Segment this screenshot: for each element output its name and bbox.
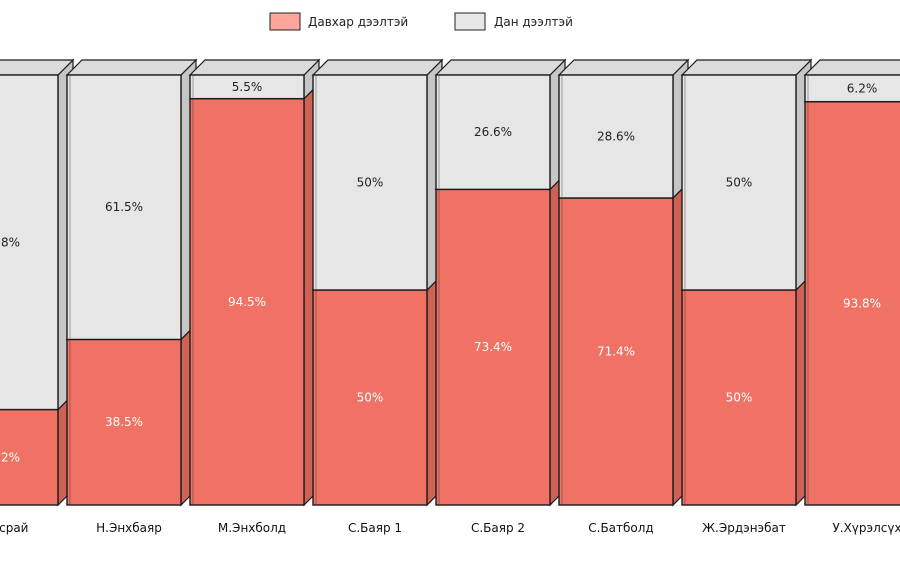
data-label: 94.5% bbox=[228, 295, 266, 309]
category-label: М.Энхболд bbox=[218, 521, 286, 535]
bar-top-single bbox=[311, 59, 444, 76]
legend-item-single[interactable]: Дан дээлтэй bbox=[454, 12, 573, 31]
legend-label-single: Дан дээлтэй bbox=[494, 15, 573, 29]
bar-group[interactable]: 73.4% 26.6% bbox=[434, 58, 567, 507]
data-label: 50% bbox=[726, 176, 753, 190]
bar-group[interactable]: 38.5% 61.5% bbox=[65, 58, 198, 507]
category-label: Н.Энхбаяр bbox=[96, 521, 162, 535]
bars: 22.2% 77.8% 38.5% 61.5% 94.5% 5.5% 50% 50% 73.4%… bbox=[0, 58, 900, 507]
data-label: 93.8% bbox=[843, 296, 881, 310]
data-label: 73.4% bbox=[474, 340, 512, 354]
data-label: 22.2% bbox=[0, 450, 20, 464]
bar-group[interactable]: 93.8% 6.2% bbox=[803, 59, 900, 506]
bar-segment-single[interactable] bbox=[66, 74, 182, 341]
category-label: У.Хүрэлсүх bbox=[832, 521, 900, 535]
legend-label-double: Давхар дээлтэй bbox=[308, 15, 408, 29]
bar-segment-single[interactable] bbox=[558, 74, 674, 199]
bar-group[interactable]: 50% 50% bbox=[680, 58, 813, 507]
bar-top-single bbox=[680, 59, 813, 76]
bar-top-single bbox=[557, 59, 690, 76]
data-label: 26.6% bbox=[474, 125, 512, 139]
bar-segment-double[interactable] bbox=[66, 338, 182, 506]
bar-top-single bbox=[188, 59, 321, 76]
bar-segment-double[interactable] bbox=[435, 188, 551, 506]
data-label: 71.4% bbox=[597, 344, 635, 358]
bar-segment-double[interactable] bbox=[804, 100, 900, 506]
category-label: Ж.Эрдэнэбат bbox=[702, 521, 786, 535]
legend-swatch-single bbox=[454, 12, 486, 31]
legend: Давхар дээлтэй Дан дээлтэй bbox=[269, 12, 573, 31]
data-label: 38.5% bbox=[105, 415, 143, 429]
bar-segment-single[interactable] bbox=[804, 74, 900, 103]
bar-top-single bbox=[803, 59, 900, 76]
bar-segment-single[interactable] bbox=[0, 74, 59, 411]
bar-group[interactable]: 94.5% 5.5% bbox=[188, 58, 321, 507]
bar-group[interactable]: 71.4% 28.6% bbox=[557, 58, 690, 507]
bar-segment-single[interactable] bbox=[681, 74, 797, 291]
data-label: 77.8% bbox=[0, 235, 20, 249]
bar-segment-double[interactable] bbox=[558, 197, 674, 506]
data-label: 5.5% bbox=[232, 80, 263, 94]
bar-segment-single[interactable] bbox=[435, 74, 551, 191]
bar-group[interactable]: 22.2% 77.8% bbox=[0, 58, 75, 507]
data-label: 50% bbox=[357, 176, 384, 190]
bar-segment-single[interactable] bbox=[312, 74, 428, 291]
bar-top-single bbox=[65, 59, 198, 76]
category-label: Хасрай bbox=[0, 521, 28, 535]
data-label: 50% bbox=[726, 391, 753, 405]
data-label: 6.2% bbox=[847, 81, 878, 95]
bar-top-single bbox=[434, 59, 567, 76]
bar-segment-double[interactable] bbox=[312, 289, 428, 506]
bar-segment-double[interactable] bbox=[0, 408, 59, 506]
bar-segment-double[interactable] bbox=[681, 289, 797, 506]
category-label: С.Батболд bbox=[588, 521, 653, 535]
legend-swatch-double bbox=[269, 12, 301, 31]
data-label: 61.5% bbox=[105, 200, 143, 214]
bar-segment-single[interactable] bbox=[189, 74, 305, 100]
bar-group[interactable]: 50% 50% bbox=[311, 58, 444, 507]
category-labels: Хасрай Н.Энхбаяр М.Энхболд С.Баяр 1 С.Баяр 2… bbox=[0, 521, 900, 535]
data-label: 50% bbox=[357, 391, 384, 405]
bar-segment-double[interactable] bbox=[189, 97, 305, 506]
legend-item-double[interactable]: Давхар дээлтэй bbox=[269, 12, 408, 31]
category-label: С.Баяр 1 bbox=[348, 521, 402, 535]
category-label: С.Баяр 2 bbox=[471, 521, 525, 535]
data-label: 28.6% bbox=[597, 129, 635, 143]
